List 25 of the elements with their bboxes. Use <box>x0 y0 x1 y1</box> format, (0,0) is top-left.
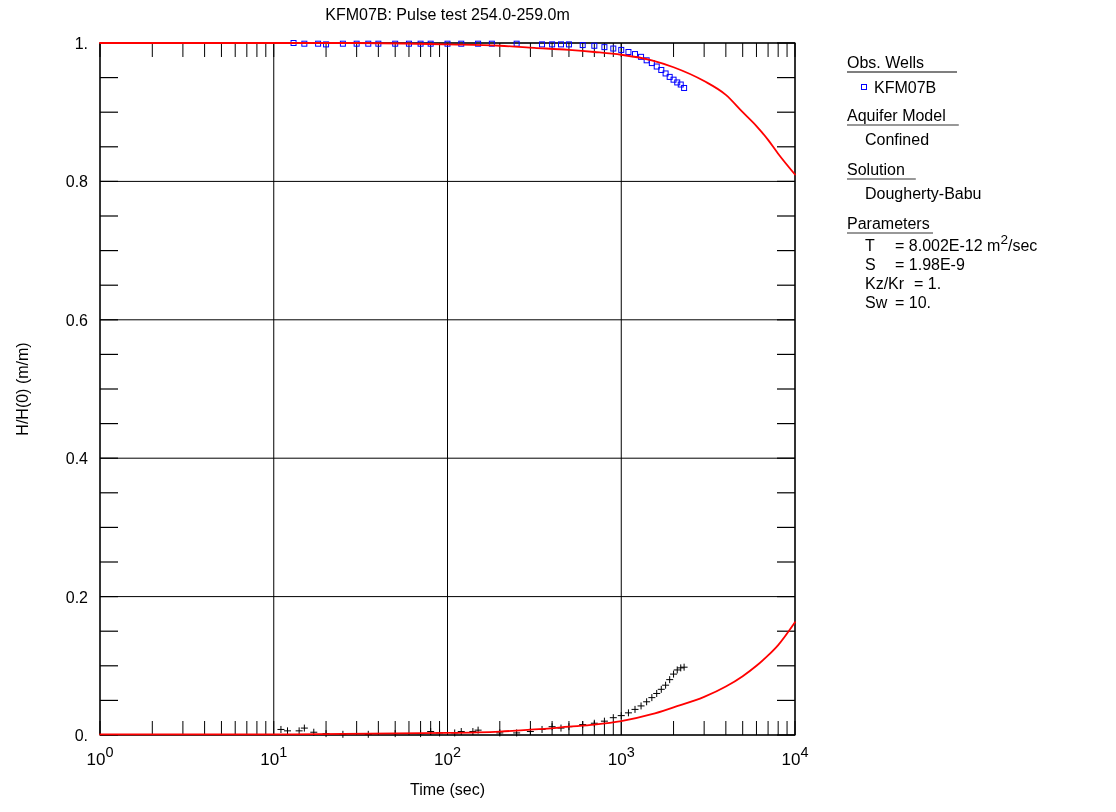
chart-title: KFM07B: Pulse test 254.0-259.0m <box>325 6 570 23</box>
y-tick-label: 0.4 <box>65 450 89 468</box>
x-tick-label: 10$^{3}$ <box>607 744 635 769</box>
legend-title: Obs. Wells <box>847 54 925 71</box>
y-tick-label: 0.8 <box>65 173 89 191</box>
text: Sw = 10. <box>865 294 932 311</box>
x-tick-label: 10$^{2}$ <box>434 744 461 769</box>
x-tick-label: 10$^{0}$ <box>86 744 114 769</box>
text: S = 1.98E-9 <box>865 256 965 273</box>
y-axis-title: H/H(0) (m/m) <box>14 342 31 436</box>
x-axis-title: Time (sec) <box>410 781 485 798</box>
text: Solution <box>847 161 905 178</box>
y-tick-label: 1. <box>74 35 88 52</box>
text: T = 8.002E-12 m$^{2}$/sec <box>865 231 1038 254</box>
text: Aquifer Model <box>847 107 946 124</box>
text: Kz/Kr = 1. <box>865 275 942 292</box>
y-tick-label: 0. <box>74 727 88 744</box>
x-tick-label: 10$^{4}$ <box>781 744 809 769</box>
text: Confined <box>865 131 930 148</box>
legend-label: KFM07B <box>874 79 937 96</box>
y-tick-label: 0.6 <box>65 311 89 329</box>
y-tick-label: 0.2 <box>65 588 89 606</box>
text: Parameters <box>847 215 930 232</box>
text: Dougherty-Babu <box>865 185 982 202</box>
x-tick-label: 10$^{1}$ <box>260 744 288 769</box>
